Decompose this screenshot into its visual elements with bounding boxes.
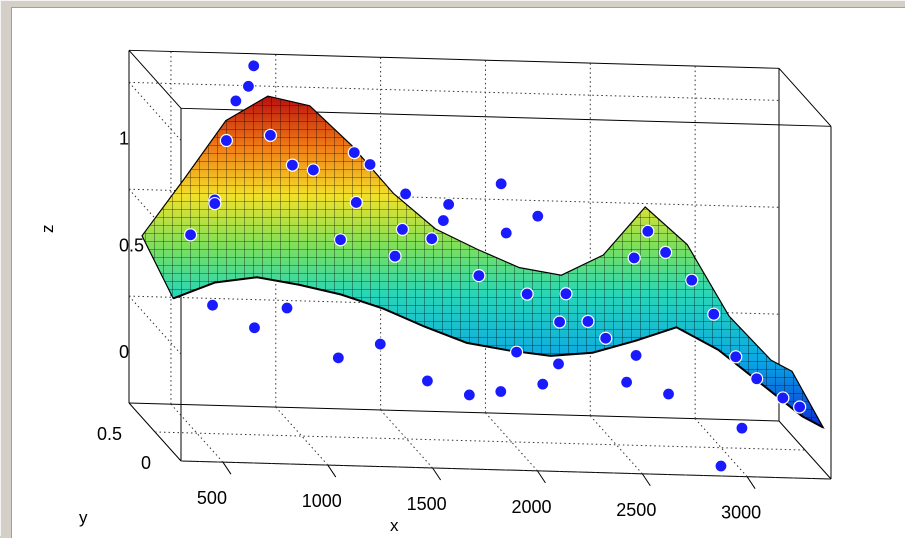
z-axis-label: z bbox=[38, 225, 57, 234]
z-tick-label: 0 bbox=[119, 342, 129, 362]
data-point bbox=[420, 374, 435, 388]
x-tick-label: 2500 bbox=[616, 500, 656, 520]
data-point bbox=[750, 372, 764, 386]
data-point bbox=[599, 331, 613, 345]
data-point bbox=[436, 213, 450, 228]
data-point bbox=[620, 375, 634, 389]
tick-labels: 500 1000 1500 2000 2500 3000 0 0.5 1 0 0.5 bbox=[97, 128, 761, 522]
grid-line bbox=[128, 295, 182, 355]
data-point bbox=[551, 357, 566, 371]
data-point bbox=[661, 387, 676, 401]
data-point bbox=[531, 209, 545, 223]
data-point bbox=[472, 269, 486, 283]
data-point bbox=[347, 146, 361, 160]
grid-line bbox=[180, 460, 832, 480]
z-tick-label: 1 bbox=[119, 128, 129, 148]
data-point bbox=[306, 163, 320, 177]
data-point bbox=[205, 298, 220, 312]
data-point bbox=[793, 400, 807, 414]
y-tick-label: 0.5 bbox=[97, 424, 122, 444]
y-axis-label: y bbox=[79, 508, 88, 527]
x-tick-mark bbox=[641, 473, 651, 487]
data-point bbox=[494, 177, 508, 191]
data-point bbox=[247, 321, 262, 335]
data-point bbox=[349, 195, 363, 210]
x-tick-label: 1000 bbox=[302, 491, 342, 511]
surface-grid bbox=[142, 96, 824, 428]
data-point bbox=[399, 187, 413, 201]
data-point bbox=[536, 377, 550, 391]
data-point bbox=[559, 287, 573, 301]
data-point bbox=[499, 226, 513, 240]
box-edge bbox=[128, 49, 780, 69]
x-tick-mark bbox=[537, 470, 546, 484]
data-point bbox=[776, 391, 790, 405]
data-point bbox=[333, 233, 348, 247]
data-point bbox=[509, 345, 524, 359]
x-tick-label: 500 bbox=[197, 488, 227, 508]
x-axis-label: x bbox=[390, 516, 399, 535]
x-tick-label: 2000 bbox=[511, 497, 551, 517]
grid-line bbox=[589, 415, 643, 475]
data-point bbox=[520, 287, 534, 301]
data-point bbox=[263, 128, 278, 142]
data-point bbox=[659, 245, 673, 259]
data-point bbox=[707, 307, 721, 321]
data-point bbox=[442, 197, 456, 211]
data-point bbox=[280, 301, 294, 315]
data-point bbox=[627, 251, 641, 265]
data-point bbox=[685, 273, 699, 287]
x-tick-label: 3000 bbox=[721, 503, 761, 523]
grid-line bbox=[380, 409, 433, 469]
box-edge bbox=[128, 49, 182, 109]
y-tick-label: 0 bbox=[141, 453, 151, 473]
data-point bbox=[363, 157, 377, 172]
grid-line bbox=[154, 431, 806, 451]
data-point bbox=[629, 348, 643, 363]
x-tick-mark bbox=[222, 461, 232, 475]
data-point bbox=[462, 388, 476, 402]
data-point bbox=[219, 133, 233, 148]
box-edge bbox=[778, 420, 832, 480]
data-point bbox=[247, 59, 261, 73]
data-point bbox=[208, 196, 222, 211]
data-point bbox=[425, 232, 439, 246]
data-point bbox=[241, 79, 256, 93]
data-point bbox=[229, 94, 243, 108]
data-point bbox=[641, 224, 655, 238]
box-edge bbox=[128, 402, 780, 422]
z-tick-label: 0.5 bbox=[119, 235, 144, 255]
data-point bbox=[729, 350, 743, 364]
data-point bbox=[395, 222, 410, 236]
x-tick-mark bbox=[432, 467, 442, 481]
data-point bbox=[735, 421, 749, 435]
grid-line bbox=[128, 82, 182, 141]
data-point bbox=[373, 337, 387, 351]
grid-line bbox=[275, 406, 329, 466]
data-point bbox=[552, 315, 567, 329]
x-tick-mark bbox=[746, 476, 756, 489]
data-point bbox=[714, 459, 728, 473]
data-point bbox=[581, 314, 595, 328]
data-point bbox=[183, 228, 198, 242]
grid-line bbox=[128, 81, 780, 101]
x-tick-label: 1500 bbox=[407, 494, 447, 514]
data-points bbox=[183, 59, 807, 473]
data-point bbox=[494, 384, 508, 399]
data-point bbox=[331, 351, 345, 365]
x-tick-mark bbox=[327, 464, 337, 478]
data-point bbox=[285, 158, 299, 172]
surface-mesh bbox=[141, 95, 825, 430]
data-point bbox=[388, 249, 402, 263]
box-edge bbox=[778, 67, 832, 127]
